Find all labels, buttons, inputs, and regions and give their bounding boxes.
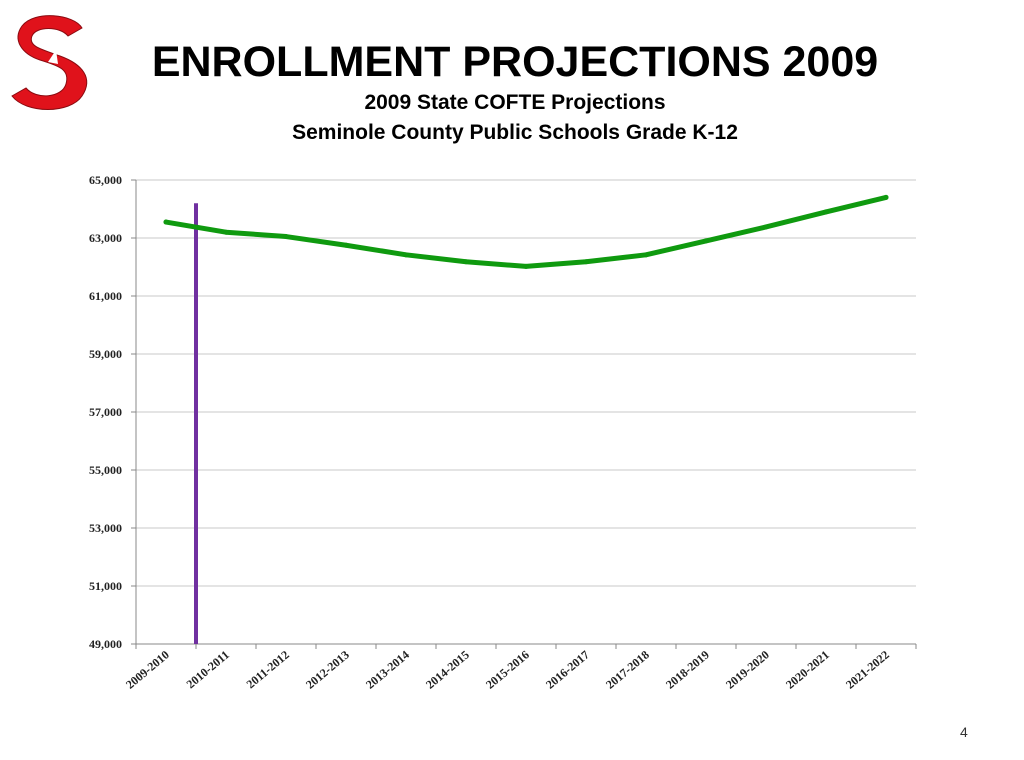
- data-point: [283, 234, 289, 240]
- data-point: [523, 263, 529, 269]
- y-tick-label: 51,000: [89, 579, 122, 593]
- x-tick-label: 2020-2021: [783, 648, 832, 692]
- chart-axes: [131, 179, 917, 649]
- x-tick-label: 2010-2011: [184, 648, 232, 692]
- y-axis-tick-labels: 49,000 51,000 53,000 55,000 57,000 59,000 61,0…: [89, 173, 122, 651]
- x-tick-label: 2011-2012: [244, 648, 292, 692]
- x-tick-label: 2014-2015: [423, 648, 472, 692]
- data-point: [223, 229, 229, 235]
- y-tick-label: 57,000: [89, 405, 122, 419]
- chart-gridlines: [136, 179, 916, 587]
- y-tick-label: 59,000: [89, 347, 122, 361]
- data-point: [583, 259, 589, 265]
- slide-title: ENROLLMENT PROJECTIONS 2009: [151, 38, 879, 86]
- y-tick-label: 63,000: [89, 231, 122, 245]
- y-tick-label: 61,000: [89, 289, 122, 303]
- y-tick-label: 55,000: [89, 463, 122, 477]
- series-line: [163, 194, 889, 269]
- data-point: [763, 224, 769, 230]
- x-tick-label: 2018-2019: [663, 648, 712, 692]
- x-tick-label: 2021-2022: [843, 648, 892, 692]
- seminole-s-logo-icon: [11, 15, 88, 110]
- slide-subtitle-line2: Seminole County Public Schools Grade K-1…: [292, 121, 738, 144]
- x-tick-label: 2019-2020: [723, 648, 772, 692]
- data-point: [883, 194, 889, 200]
- data-point: [643, 252, 649, 258]
- enrollment-line-chart: 49,000 51,000 53,000 55,000 57,000 59,000 61,0…: [89, 173, 917, 692]
- y-tick-label: 65,000: [89, 173, 122, 187]
- x-tick-label: 2015-2016: [483, 648, 532, 692]
- data-point: [403, 252, 409, 258]
- x-tick-label: 2017-2018: [603, 648, 652, 692]
- slide-subtitle-line1: 2009 State COFTE Projections: [364, 91, 666, 114]
- y-tick-label: 49,000: [89, 637, 122, 651]
- x-tick-label: 2009-2010: [123, 648, 172, 692]
- x-tick-label: 2012-2013: [303, 648, 352, 692]
- y-tick-label: 53,000: [89, 521, 122, 535]
- data-point: [163, 219, 169, 225]
- page-number: 4: [960, 724, 968, 740]
- x-axis-tick-labels: 2009-2010 2010-2011 2011-2012 2012-2013 2013…: [123, 648, 892, 692]
- x-tick-label: 2013-2014: [363, 648, 412, 692]
- data-point: [463, 259, 469, 265]
- data-point: [343, 242, 349, 248]
- x-tick-label: 2016-2017: [543, 648, 592, 692]
- data-point: [703, 238, 709, 244]
- data-point: [823, 209, 829, 215]
- chart-series: [163, 194, 889, 269]
